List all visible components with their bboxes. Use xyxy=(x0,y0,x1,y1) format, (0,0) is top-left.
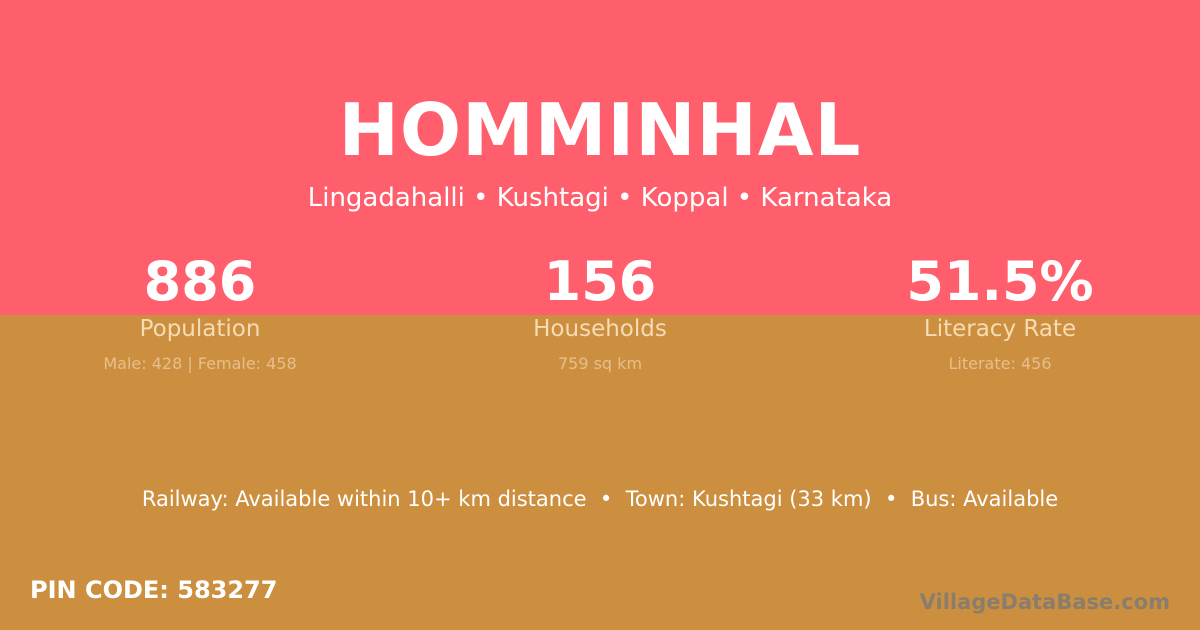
village-name: HOMMINHAL xyxy=(338,88,862,172)
watermark: VillageDataBase.com xyxy=(919,590,1170,614)
header-band xyxy=(0,0,1200,315)
stat-label: Literacy Rate xyxy=(923,316,1077,342)
village-location: Lingadahalli • Kushtagi • Koppal • Karna… xyxy=(307,183,893,213)
stat-value: 886 xyxy=(143,250,257,313)
stat-detail: Male: 428 | Female: 458 xyxy=(103,354,297,373)
stat-value: 51.5% xyxy=(906,250,1094,313)
stat-label: Population xyxy=(139,316,261,342)
stat-label: Households xyxy=(533,316,667,342)
stat-detail: Literate: 456 xyxy=(948,354,1052,373)
stat-value: 156 xyxy=(543,250,657,313)
stat-detail: 759 sq km xyxy=(557,354,643,373)
connectivity-info: Railway: Available within 10+ km distanc… xyxy=(141,487,1059,511)
pin-code: PIN CODE: 583277 xyxy=(30,576,278,604)
